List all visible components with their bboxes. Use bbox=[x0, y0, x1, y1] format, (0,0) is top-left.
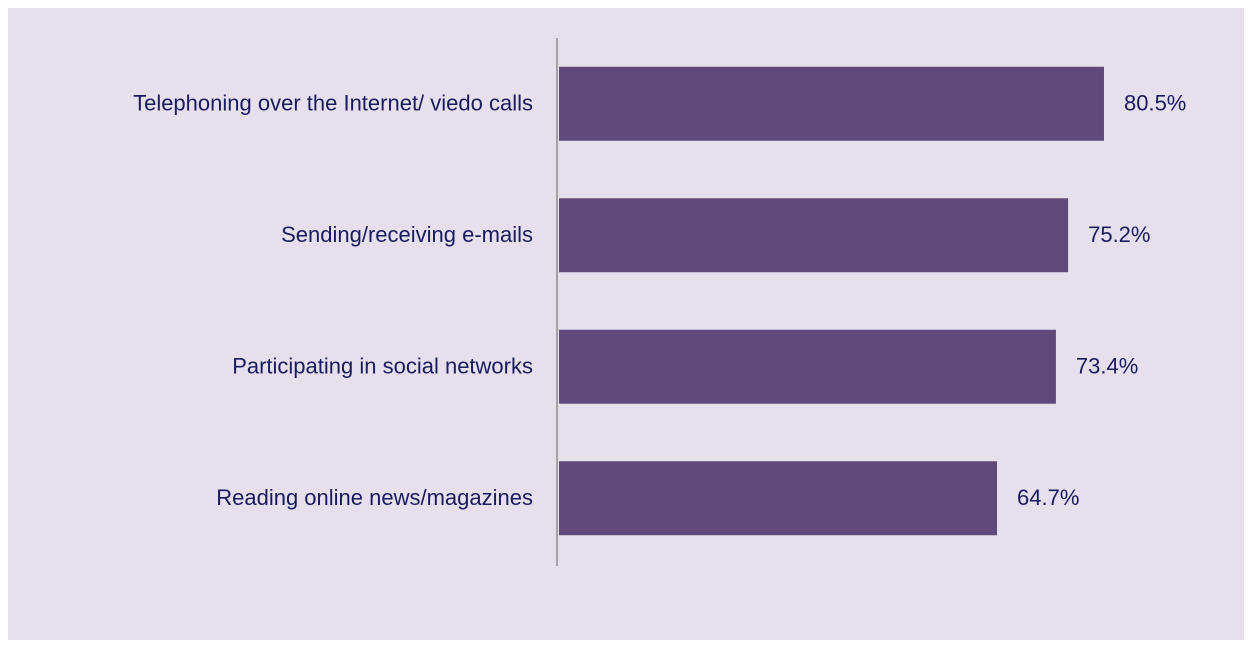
value-label: 64.7% bbox=[1017, 485, 1079, 510]
category-label: Reading online news/magazines bbox=[216, 485, 533, 510]
bar bbox=[559, 66, 1104, 141]
value-label: 73.4% bbox=[1076, 354, 1138, 379]
value-label: 80.5% bbox=[1124, 91, 1186, 116]
category-label: Telephoning over the Internet/ viedo cal… bbox=[133, 91, 533, 116]
bar bbox=[559, 461, 998, 536]
bar bbox=[559, 198, 1069, 273]
bar bbox=[559, 329, 1056, 404]
category-label: Participating in social networks bbox=[232, 354, 533, 379]
category-label: Sending/receiving e-mails bbox=[281, 222, 533, 247]
value-label: 75.2% bbox=[1088, 222, 1150, 247]
